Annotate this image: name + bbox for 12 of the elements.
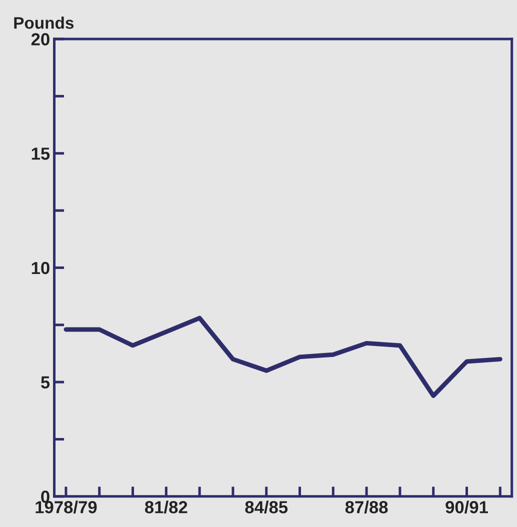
x-tick-label: 1978/79 [36, 500, 97, 514]
y-tick-label: 0 [41, 490, 50, 503]
x-tick-label: 84/85 [245, 500, 288, 514]
x-tick-label: 90/91 [446, 500, 488, 514]
y-tick-label: 15 [32, 148, 50, 160]
y-tick-label: 5 [41, 376, 50, 389]
y-tick-label: 10 [32, 262, 50, 274]
line-series [64, 316, 502, 398]
y-axis-title: Pounds [14, 16, 74, 29]
y-tick-label: 20 [31, 33, 50, 46]
x-tick-label: 87/88 [345, 500, 388, 514]
x-tick-label: 81/82 [144, 500, 188, 514]
